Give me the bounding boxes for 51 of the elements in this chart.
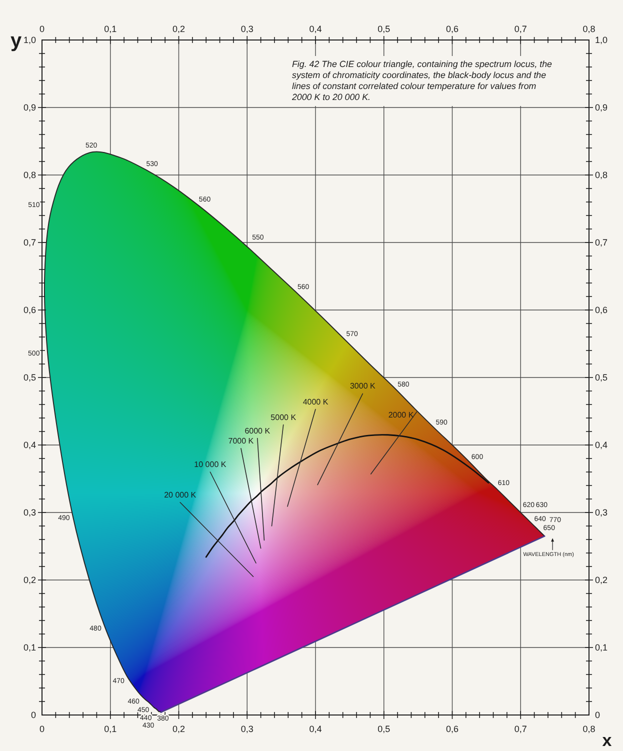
y-tick-label: 0,5 [23, 372, 36, 382]
y2-tick-label: 0,9 [595, 102, 608, 112]
y-tick-label: 0,4 [23, 440, 36, 450]
series-label: 6000 K [244, 426, 271, 436]
series-label: 10 000 K [194, 460, 227, 470]
x-tick-label: 0,4 [309, 24, 322, 34]
y-tick-label: 1,0 [23, 35, 36, 45]
series-label: 3000 K [350, 382, 376, 391]
x-tick-label: 0 [39, 24, 45, 34]
x-tick-label: 0,6 [446, 24, 459, 34]
x-tick-label: 0,2 [172, 24, 186, 34]
x2-tick-label: 0,2 [172, 724, 186, 734]
y2-tick-label: 0 [595, 710, 600, 720]
y-tick-label: 0,9 [23, 102, 36, 112]
x2-tick-label: 0,3 [240, 724, 254, 734]
y-tick-label: 0 [30, 710, 36, 720]
y2-tick-label: 0,3 [595, 508, 608, 518]
y-tick-label: 0,7 [23, 238, 36, 248]
series-label: 7000 K [228, 436, 254, 446]
x-tick-label: 0,8 [582, 24, 596, 34]
x2-tick-label: 0 [39, 724, 45, 734]
series-label: 5000 K [270, 412, 297, 422]
series-label: 4000 K [302, 397, 329, 406]
y2-tick-label: 1,0 [595, 35, 608, 45]
y2-tick-label: 0,2 [595, 575, 608, 585]
y-tick-label: 0,6 [23, 305, 36, 315]
x2-tick-label: 0,8 [582, 724, 596, 734]
y2-tick-label: 0,8 [595, 170, 608, 180]
y-tick-label: 0,3 [23, 508, 36, 518]
y-tick-label: 0,8 [23, 170, 36, 180]
y-axis-title: y [10, 30, 22, 52]
x2-tick-label: 0,7 [514, 724, 527, 734]
series-label: 2000 K [388, 410, 414, 420]
x-tick-label: 0,3 [240, 24, 254, 34]
x-tick-label: 0,7 [514, 24, 527, 34]
x2-tick-label: 0,6 [446, 724, 459, 734]
x-axis-title: x [602, 731, 612, 750]
x-tick-label: 0,1 [104, 24, 117, 34]
x-tick-label: 0,5 [378, 24, 390, 34]
y2-tick-label: 0,1 [595, 642, 608, 652]
x2-tick-label: 0,4 [309, 724, 322, 734]
text: Fig. 42 The CIE colour triangle, containing the spectrum locus, the system of chromaticity coordinates, the black-body locus and the lines of constant correlated colour temperature for values from 2000 K to 20 000 K. [291, 59, 552, 102]
series-label: 20 000 K [164, 490, 197, 500]
x2-tick-label: 0,5 [378, 724, 390, 734]
y2-tick-label: 0,6 [595, 305, 608, 315]
y2-tick-label: 0,4 [595, 440, 608, 450]
y-tick-label: 0,1 [23, 642, 36, 652]
y2-tick-label: 0,7 [595, 238, 608, 248]
y2-tick-label: 0,5 [595, 372, 608, 382]
y-tick-label: 0,2 [23, 575, 36, 585]
x2-tick-label: 0,1 [104, 724, 117, 734]
